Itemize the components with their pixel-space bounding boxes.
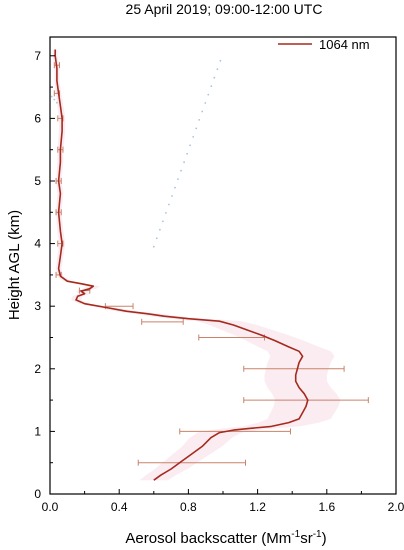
x-tick-label: 0.0: [42, 500, 59, 514]
faint-dotted-trace: [50, 59, 222, 248]
chart-title: 25 April 2019; 09:00-12:00 UTC: [126, 1, 323, 17]
trace-dot: [213, 76, 216, 79]
y-tick-label: 1: [34, 424, 41, 438]
plot-frame: [49, 36, 397, 495]
x-axis-label-end: ): [322, 530, 327, 547]
trace-dot: [207, 93, 210, 96]
x-tick-label: 2.0: [388, 500, 404, 514]
trace-dot: [183, 161, 186, 164]
x-tick-label: 0.8: [180, 500, 197, 514]
trace-dot: [174, 186, 176, 189]
trace-dot: [201, 110, 204, 113]
x-tick-label: 0.4: [111, 500, 128, 514]
y-tick-label: 2: [34, 362, 41, 376]
y-tick-label: 6: [34, 111, 41, 125]
x-axis-label-sup2: -1: [313, 529, 322, 540]
trace-dot: [53, 98, 56, 101]
trace-dot: [192, 136, 195, 138]
x-axis-label: Aerosol backscatter (Mm-1sr-1): [125, 529, 326, 547]
legend-label: 1064 nm: [319, 37, 370, 52]
y-tick-label: 3: [34, 299, 41, 313]
trace-dot: [155, 237, 158, 240]
y-tick-label: 7: [34, 49, 41, 63]
x-axis-ticks: 0.0 0.4 0.8 1.2 1.6 2.0: [42, 489, 404, 514]
shade-band: [52, 49, 341, 481]
x-axis-label-mid: sr: [300, 530, 313, 547]
trace-dot: [165, 212, 167, 214]
x-tick-label: 1.2: [249, 500, 266, 514]
series-lines: [54, 49, 309, 481]
trace-dot: [177, 178, 179, 181]
trace-dot: [198, 119, 201, 121]
trace-dot: [195, 127, 198, 130]
y-axis-label: Height AGL (km): [6, 210, 23, 320]
trace-dot: [152, 245, 155, 248]
trace-dot: [162, 220, 164, 223]
trace-dot: [210, 85, 213, 87]
x-axis-label-main: Aerosol backscatter (Mm: [125, 530, 291, 547]
trace-dot: [189, 144, 192, 147]
uncertainty-shade: [52, 49, 341, 481]
trace-dot: [180, 169, 182, 172]
trace-dot: [168, 203, 170, 206]
trace-dot: [159, 228, 161, 231]
x-tick-label: 1.6: [318, 500, 335, 514]
trace-dot: [204, 102, 207, 104]
trace-dot: [219, 59, 222, 62]
trace-dot: [50, 95, 53, 98]
trace-dot: [56, 101, 58, 104]
y-tick-label: 4: [34, 237, 41, 251]
trace-dot: [171, 195, 173, 197]
y-tick-label: 5: [34, 174, 41, 188]
y-axis-ticks: 0 1 2 3 4 5 6 7: [34, 49, 55, 501]
error-bars: [53, 62, 369, 466]
trace-dot: [186, 152, 189, 155]
series-line-1064nm: [54, 49, 309, 481]
trace-dot: [216, 68, 219, 71]
y-tick-label: 0: [34, 487, 41, 501]
x-axis-label-sup1: -1: [291, 529, 300, 540]
